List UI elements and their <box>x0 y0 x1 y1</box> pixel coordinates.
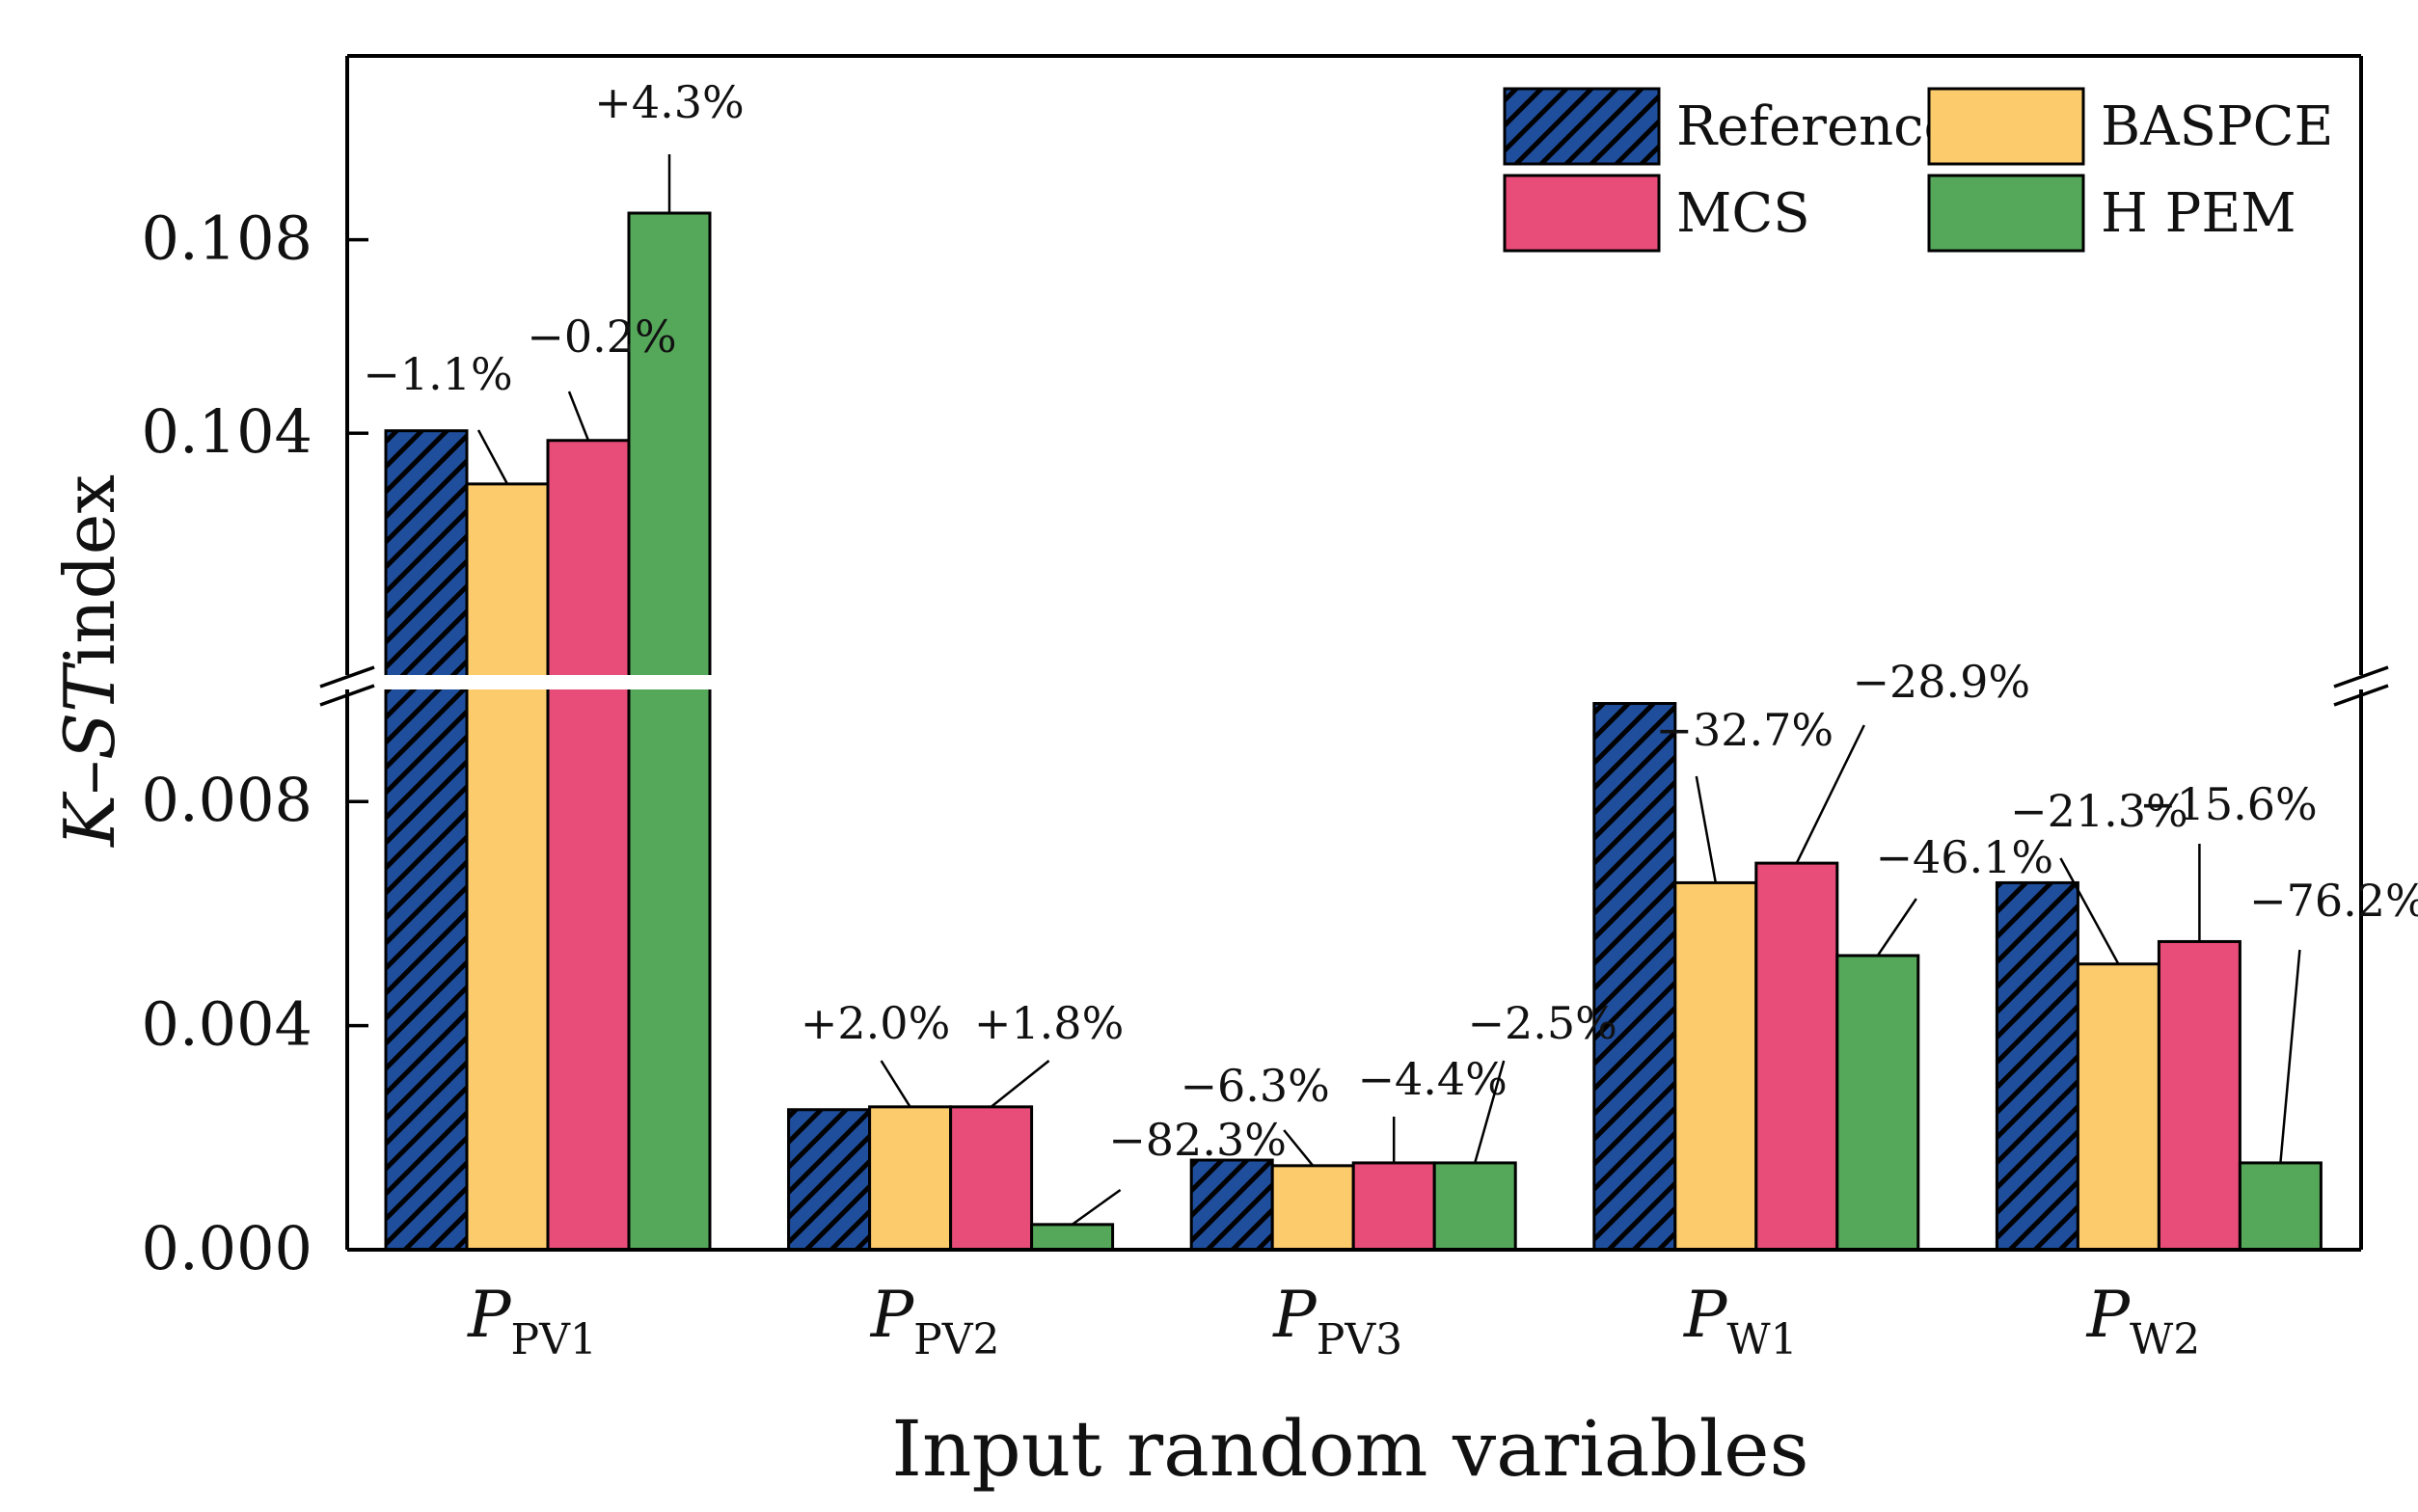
x-category-label: PPV1 <box>467 1278 597 1364</box>
annotation-label: −32.7% <box>1655 704 1834 756</box>
legend: Reference BASPCE MCS H PEM <box>1503 87 2333 253</box>
x-category-main: P <box>2086 1278 2132 1352</box>
annotation-label: −0.2% <box>527 310 676 363</box>
bar-mcs-pv1 <box>546 439 631 1252</box>
legend-label-mcs: MCS <box>1676 182 1810 245</box>
x-category-main: P <box>1683 1278 1728 1352</box>
x-category-main: P <box>1272 1278 1318 1352</box>
annotation-leader <box>2279 949 2301 1164</box>
annotation-leader <box>990 1060 1050 1108</box>
axis-break-gap <box>328 675 2380 689</box>
y-tick-label: 0.004 <box>142 989 313 1060</box>
y-axis-title-dash: – <box>49 760 130 795</box>
x-category-sub: PV1 <box>511 1315 597 1364</box>
legend-swatch-baspce <box>1927 87 2085 166</box>
bar-h-pem-w1 <box>1835 954 1920 1252</box>
annotation-label: −21.3% <box>2010 785 2188 837</box>
y-axis-title-k: K <box>49 791 130 849</box>
legend-label-reference: Reference <box>1676 95 1956 158</box>
bar-h-pem-pv2 <box>1030 1223 1115 1252</box>
axis-break-mark <box>2333 665 2389 688</box>
x-category-label: PW2 <box>2086 1278 2201 1364</box>
bar-mcs-w2 <box>2157 939 2241 1252</box>
y-tick-label: 0.104 <box>142 396 313 467</box>
y-tick-label: 0.108 <box>142 203 313 274</box>
x-category-sub: PV3 <box>1317 1315 1402 1364</box>
y-axis-title: K–STindex <box>49 474 130 849</box>
annotation-leader <box>1876 898 1917 957</box>
bar-baspce-w2 <box>2076 962 2160 1252</box>
x-category-label: PPV3 <box>1272 1278 1402 1364</box>
annotation-label: −2.5% <box>1467 997 1617 1049</box>
legend-label-h-pem: H PEM <box>2101 182 2296 245</box>
annotation-label: −28.9% <box>1852 656 2030 708</box>
bar-mcs-pv3 <box>1351 1161 1436 1252</box>
x-category-main: P <box>870 1278 915 1352</box>
y-tick-label: 0.000 <box>142 1213 313 1283</box>
x-category-sub: W1 <box>1726 1315 1797 1364</box>
annotation-leader <box>1473 1060 1506 1164</box>
annotation-label: −6.3% <box>1180 1060 1329 1112</box>
x-axis-categories: PPV1 PPV2 PPV3 PW1 PW2 <box>467 1278 2200 1364</box>
bar-annotations: −1.1% −0.2% +4.3% +2.0% +1.8% −82.3%−6.3% −4.4… <box>363 76 2418 1226</box>
annotation-leader <box>1795 724 1865 864</box>
y-axis-ticks: 0.000 0.004 0.008 0.104 0.108 <box>142 203 368 1283</box>
annotation-label: −1.1% <box>363 348 512 400</box>
bar-h-pem-w2 <box>2238 1161 2323 1252</box>
bar-baspce-w1 <box>1673 880 1758 1252</box>
annotation-label: −82.3% <box>1108 1114 1287 1166</box>
annotation-leader <box>1695 775 1718 883</box>
x-category-label: PW1 <box>1683 1278 1798 1364</box>
axis-break-mark <box>319 665 375 688</box>
y-axis-title-index: index <box>49 474 130 666</box>
annotation-leader <box>567 391 590 442</box>
bar-reference-pv1 <box>384 429 469 1252</box>
y-axis-title-st: ST <box>49 662 130 760</box>
legend-swatch-reference <box>1503 87 1661 166</box>
annotation-label: −4.4% <box>1357 1053 1507 1105</box>
annotation-label: +4.3% <box>594 76 744 128</box>
bar-mcs-w1 <box>1754 861 1839 1252</box>
annotation-leader <box>1071 1188 1122 1226</box>
annotation-leader <box>476 429 509 485</box>
annotation-leader <box>2059 857 2120 965</box>
bar-h-pem-pv1 <box>627 211 712 1252</box>
annotation-label: −15.6% <box>2139 778 2318 830</box>
bar-reference-pv2 <box>787 1108 872 1252</box>
legend-swatch-mcs <box>1503 174 1661 253</box>
plot-frame <box>345 54 2363 1252</box>
bar-baspce-pv3 <box>1270 1164 1355 1252</box>
x-category-label: PPV2 <box>870 1278 1000 1364</box>
plot-area <box>384 211 2323 1252</box>
bar-reference-pv3 <box>1189 1158 1274 1252</box>
legend-swatch-h-pem <box>1927 174 2085 253</box>
annotation-label: −46.1% <box>1875 831 2053 883</box>
bar-mcs-pv2 <box>949 1105 1034 1252</box>
x-axis-title: Input random variables <box>891 1404 1808 1494</box>
annotation-label: +2.0% <box>801 997 950 1049</box>
x-category-sub: PV2 <box>913 1315 999 1364</box>
x-category-main: P <box>467 1278 512 1352</box>
bar-h-pem-pv3 <box>1432 1161 1517 1252</box>
annotation-leader <box>880 1060 911 1108</box>
y-tick-label: 0.008 <box>142 765 313 835</box>
bar-baspce-pv1 <box>465 482 550 1252</box>
annotation-label: −76.2% <box>2249 875 2418 927</box>
annotation-label: +1.8% <box>974 997 1124 1049</box>
legend-label-baspce: BASPCE <box>2101 95 2333 158</box>
bar-reference-w1 <box>1592 702 1677 1252</box>
annotation-leader <box>1283 1129 1315 1167</box>
bar-reference-w2 <box>1995 880 2079 1252</box>
x-category-sub: W2 <box>2130 1315 2200 1364</box>
bar-baspce-pv2 <box>868 1105 953 1252</box>
